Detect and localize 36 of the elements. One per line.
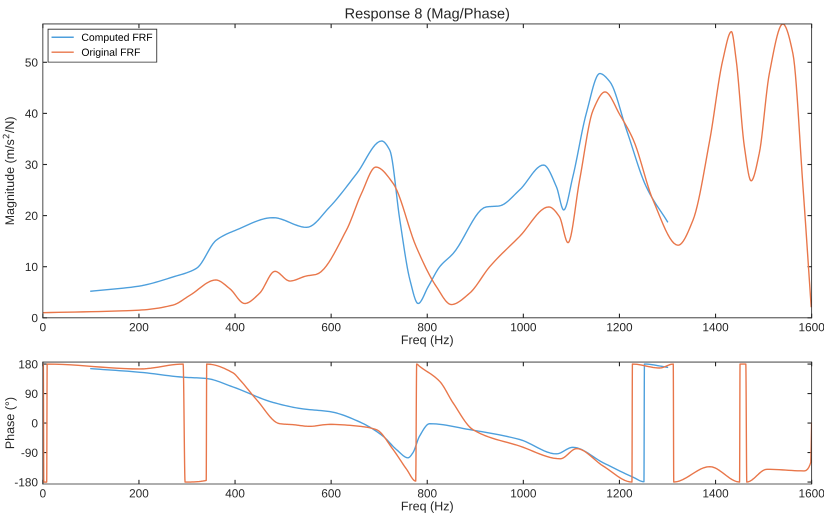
- x-tick-label: 600: [322, 322, 341, 332]
- x-axis-title: Freq (Hz): [402, 335, 453, 347]
- x-tick-label: 1400: [703, 322, 728, 332]
- y-tick-label: 0: [32, 419, 38, 428]
- x-tick-label: 1400: [703, 489, 728, 498]
- x-tick-label: 400: [225, 489, 244, 498]
- y-tick-label: 30: [25, 160, 38, 169]
- y-axis-title: Phase (°): [5, 398, 17, 448]
- x-tick-label: 0: [40, 322, 46, 332]
- y-tick-label: 90: [25, 390, 38, 398]
- y-tick-label: 50: [25, 58, 38, 67]
- y-tick-label: 20: [25, 212, 38, 220]
- x-tick-label: 400: [225, 322, 244, 332]
- x-tick-label: 1200: [607, 489, 632, 498]
- x-tick-label: 800: [418, 322, 437, 332]
- y-tick-label: 40: [25, 109, 38, 118]
- x-tick-label: 200: [130, 322, 148, 332]
- x-tick-label: 1200: [607, 322, 632, 332]
- x-tick-label: 1600: [799, 489, 824, 498]
- y-tick-label: 0: [32, 314, 38, 322]
- x-tick-label: 1600: [799, 322, 824, 332]
- x-tick-label: 200: [130, 489, 148, 498]
- y-tick-label: 180: [19, 360, 38, 368]
- chart-title: Response 8 (Mag/Phase): [346, 8, 510, 22]
- x-tick-label: 800: [418, 489, 437, 498]
- y-axis-title: Magnitude (m/s$^{2}$/N): [2, 117, 17, 224]
- y-tick-label: -90: [21, 448, 38, 457]
- x-tick-label: 1000: [511, 489, 536, 498]
- legend-label: Computed FRF: [82, 33, 152, 44]
- x-tick-label: 0: [40, 489, 46, 498]
- y-tick-label: 10: [26, 262, 38, 272]
- x-tick-label: 1000: [511, 322, 536, 332]
- x-axis-title: Freq (Hz): [402, 501, 453, 513]
- x-tick-label: 600: [322, 489, 341, 498]
- legend-label: Original FRF: [82, 48, 140, 58]
- y-tick-label: -180: [14, 478, 38, 486]
